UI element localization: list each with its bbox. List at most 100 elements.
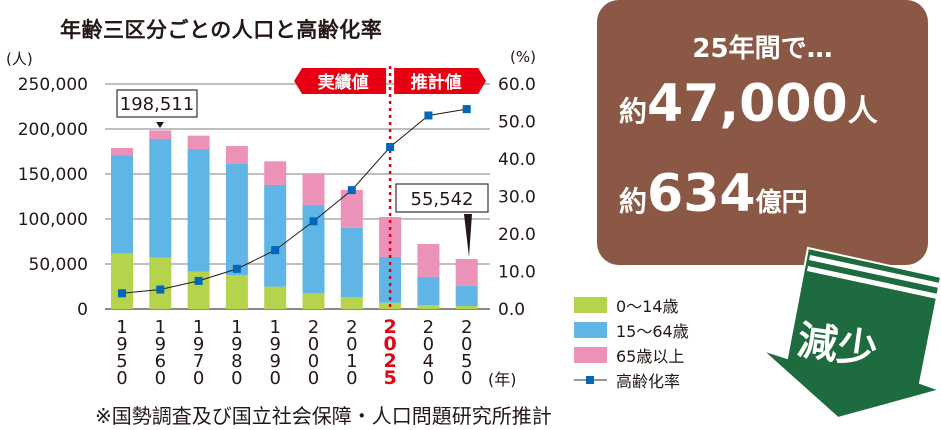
legend-item: 15〜64歳 [574,317,689,342]
rate-point [309,217,318,226]
bar-segment [379,217,402,257]
legend-item: 0〜14歳 [574,292,689,317]
x-tick-label: 0 [461,368,472,389]
y2-tick-label: 30.0 [498,188,536,208]
x-tick-label: 9 [116,334,127,355]
bar-segment [111,253,133,309]
y-tick-label: 100,000 [18,210,88,230]
callout-pointer [156,122,164,128]
x-tick-label: 9 [193,334,204,355]
x-tick-label: 2 [461,317,472,338]
x-tick-label: 9 [269,334,280,355]
summary-box: 25年間で… 約47,000人 約634億円 [597,0,928,265]
x-tick-label: 2 [346,317,357,338]
x-tick-label: 0 [346,368,357,389]
chart-title: 年齢三区分ごとの人口と高齢化率 [60,18,383,42]
x-tick-label: 9 [155,334,166,355]
x-tick-label: 6 [155,351,166,372]
x-tick-label: 2 [383,350,396,372]
legend-label: 0〜14歳 [616,296,679,316]
bar-segment [225,163,248,275]
y2-tick-label: 20.0 [498,225,536,245]
bar-segment [455,259,478,286]
bar-segment [455,285,478,307]
x-tick-label: 1 [231,317,242,338]
x-tick-label: 2 [383,316,396,338]
x-tick-label: 0 [308,334,319,355]
estimate-label: 推計値 [411,72,462,93]
approx-prefix: 約 [619,185,648,218]
x-tick-label: 9 [269,351,280,372]
bar-segment [264,161,287,185]
rate-point [424,111,433,120]
bar-segment [225,146,248,164]
callout-pointer [464,214,472,257]
x-tick-label: 0 [155,368,166,389]
x-tick-label: 7 [193,351,204,372]
legend: 0〜14歳 15〜64歳 65歳以上 高齢化率 [574,292,689,392]
x-tick-label: 1 [346,351,357,372]
x-tick-label: 5 [461,351,472,372]
x-tick-label: 5 [383,367,396,389]
bar-segment [379,256,402,303]
money-unit: 億円 [755,188,808,218]
legend-item: 65歳以上 [574,342,689,367]
rate-line [121,108,467,294]
x-tick-label: 9 [231,334,242,355]
rate-point [194,276,203,285]
bar-segment [417,276,440,306]
x-tick-label: 0 [461,334,472,355]
x-tick-label: 1 [155,317,166,338]
legend-line-icon [574,375,607,384]
x-tick-label: 0 [308,368,319,389]
x-tick-label: 0 [423,334,434,355]
callout-label: 55,542 [411,189,474,210]
bar-segment [225,274,248,309]
money-decrease-value: 634 [647,164,756,224]
bar-segment [340,190,363,228]
bar-segment [455,306,478,309]
rate-point [156,285,165,294]
rate-point [386,143,395,151]
x-tick-label: 2 [308,317,319,338]
y2-axis-unit: (%) [510,48,536,66]
actual-label: 実績値 [318,72,369,93]
bar-segment [302,293,325,309]
rate-point [462,105,471,114]
people-decrease-value: 47,000 [647,74,848,134]
bar-segment [302,204,325,294]
x-tick-label: 0 [383,333,396,355]
y-tick-label: 250,000 [18,75,88,95]
y-tick-label: 150,000 [18,165,88,185]
y2-tick-label: 50.0 [498,113,536,133]
legend-swatch [574,321,607,338]
bar-segment [187,135,210,149]
approx-prefix: 約 [619,95,648,128]
bar-segment [149,257,172,309]
bar-segment [187,271,210,309]
bar-segment [340,297,363,309]
x-tick-label: 0 [308,351,319,372]
x-tick-label: 0 [269,368,280,389]
bar-segment [111,147,133,156]
x-tick-label: 0 [346,334,357,355]
x-tick-label: 0 [116,368,127,389]
callout-box [395,183,489,213]
y-axis-unit: (人) [6,50,33,68]
bar-segment [264,286,287,309]
x-tick-label: 4 [423,351,434,372]
x-tick-label: 1 [116,317,127,338]
legend-swatch [574,296,607,313]
y2-tick-label: 40.0 [498,150,536,170]
y-tick-label: 50,000 [29,255,88,275]
x-tick-label: 1 [269,317,280,338]
legend-label: 65歳以上 [616,346,685,366]
bar-segment [111,155,133,254]
bar-segment [264,184,287,287]
rate-point [347,186,356,195]
legend-item: 高齢化率 [574,367,689,392]
bar-segment [149,138,172,258]
